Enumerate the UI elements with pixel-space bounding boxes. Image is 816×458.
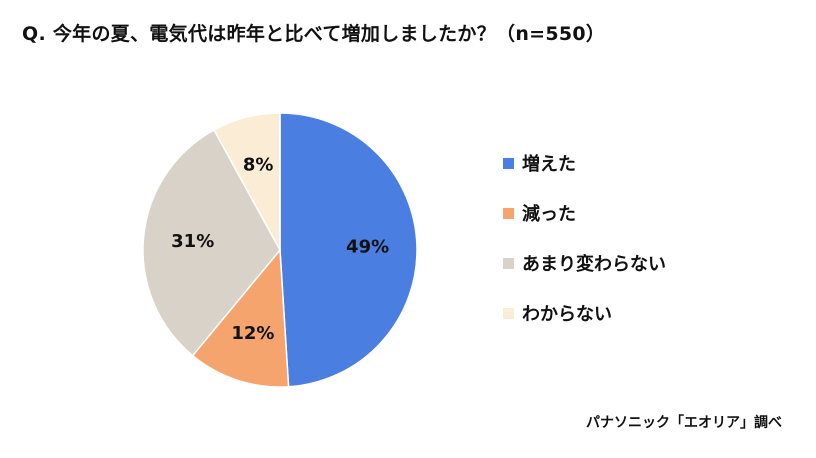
slice-label-decreased: 12%	[231, 323, 274, 344]
legend-label: わからない	[522, 304, 612, 325]
legend-label: あまり変わらない	[522, 254, 666, 275]
legend-swatch	[503, 157, 514, 169]
pie-slice-unchanged	[142, 128, 281, 357]
pie-slice-unknown	[212, 112, 281, 251]
legend-item-unknown: わからない	[503, 288, 666, 338]
legend-item-decreased: 減った	[503, 188, 666, 238]
legend-swatch	[503, 207, 514, 219]
pie-slice-increased	[279, 112, 418, 388]
slice-label-unknown: 8%	[243, 155, 274, 176]
legend-swatch	[503, 307, 514, 319]
slice-label-increased: 49%	[346, 237, 389, 258]
legend-label: 増えた	[522, 154, 576, 175]
legend-item-unchanged: あまり変わらない	[503, 238, 666, 288]
legend-item-increased: 増えた	[503, 138, 666, 188]
legend-label: 減った	[522, 204, 576, 225]
chart-title: Q. 今年の夏、電気代は昨年と比べて増加しましたか？（n=550）	[22, 23, 606, 45]
slice-label-unchanged: 31%	[171, 231, 214, 252]
pie-slice-decreased	[191, 248, 290, 388]
legend-swatch	[503, 257, 514, 269]
source-note: パナソニック「エオリア」調べ	[586, 415, 782, 431]
legend: 増えた 減った あまり変わらない わからない	[503, 138, 666, 338]
